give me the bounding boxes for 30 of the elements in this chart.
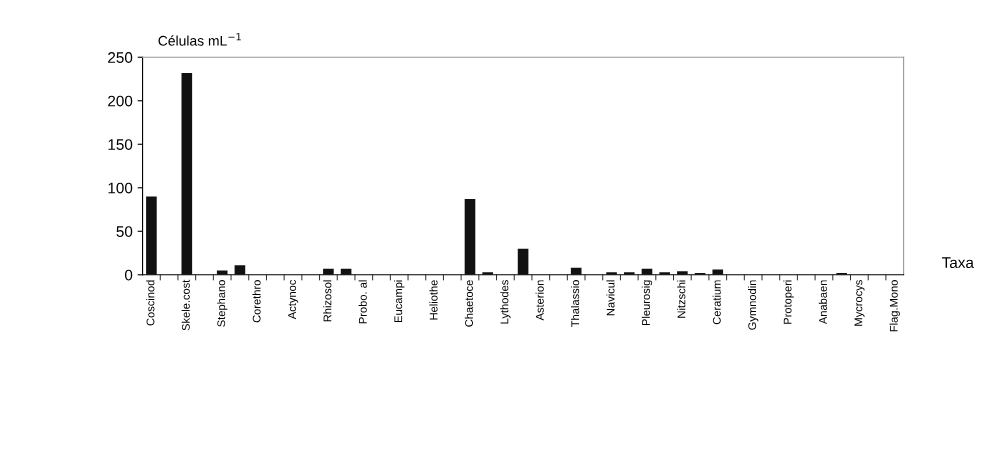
y-axis-title: Células mL$^{−1}$ — [158, 33, 241, 46]
x-tick-label: Heliothe — [429, 280, 438, 320]
y-tick-label: 150 — [108, 139, 133, 150]
y-tick-label: 200 — [108, 95, 133, 107]
x-tick-label: Lythodes — [500, 280, 511, 324]
x-tick-label: Corethro — [252, 280, 261, 323]
x-axis-title: Taxa — [942, 257, 974, 269]
y-tick-label: 0 — [124, 269, 133, 281]
x-tick-label: Chaetoce — [464, 280, 473, 327]
x-tick-label: Ceratium — [712, 280, 721, 325]
x-tick-label: Skele.cost — [181, 279, 190, 331]
y-tick-label: 250 — [108, 52, 133, 63]
x-tick-label: Actynoc — [288, 279, 299, 320]
x-tick-label: Pleurosig — [641, 280, 653, 326]
x-tick-label: Flag.Mono — [889, 280, 900, 332]
x-tick-label: Stephano — [217, 280, 228, 327]
x-tick-label: Coscinod — [146, 280, 155, 326]
x-tick-label: Asterion — [535, 280, 544, 321]
x-tick-label: Mycrocys — [854, 280, 865, 326]
y-tick-label: 100 — [108, 182, 133, 194]
x-tick-label: Thalassio — [571, 280, 580, 327]
y-tick-label: 50 — [116, 226, 133, 237]
x-tick-label: Probo. al — [358, 280, 367, 324]
x-tick-label: Navicul — [606, 280, 615, 316]
x-tick-label: Eucampi — [394, 280, 405, 322]
x-tick-label: Anabaen — [818, 280, 827, 325]
x-tick-label: Rhizosol — [323, 280, 332, 322]
x-tick-label: Gymnodin — [747, 280, 759, 330]
x-tick-label: Protoperi — [783, 280, 794, 324]
x-tick-label: Nitzschi — [677, 280, 686, 318]
